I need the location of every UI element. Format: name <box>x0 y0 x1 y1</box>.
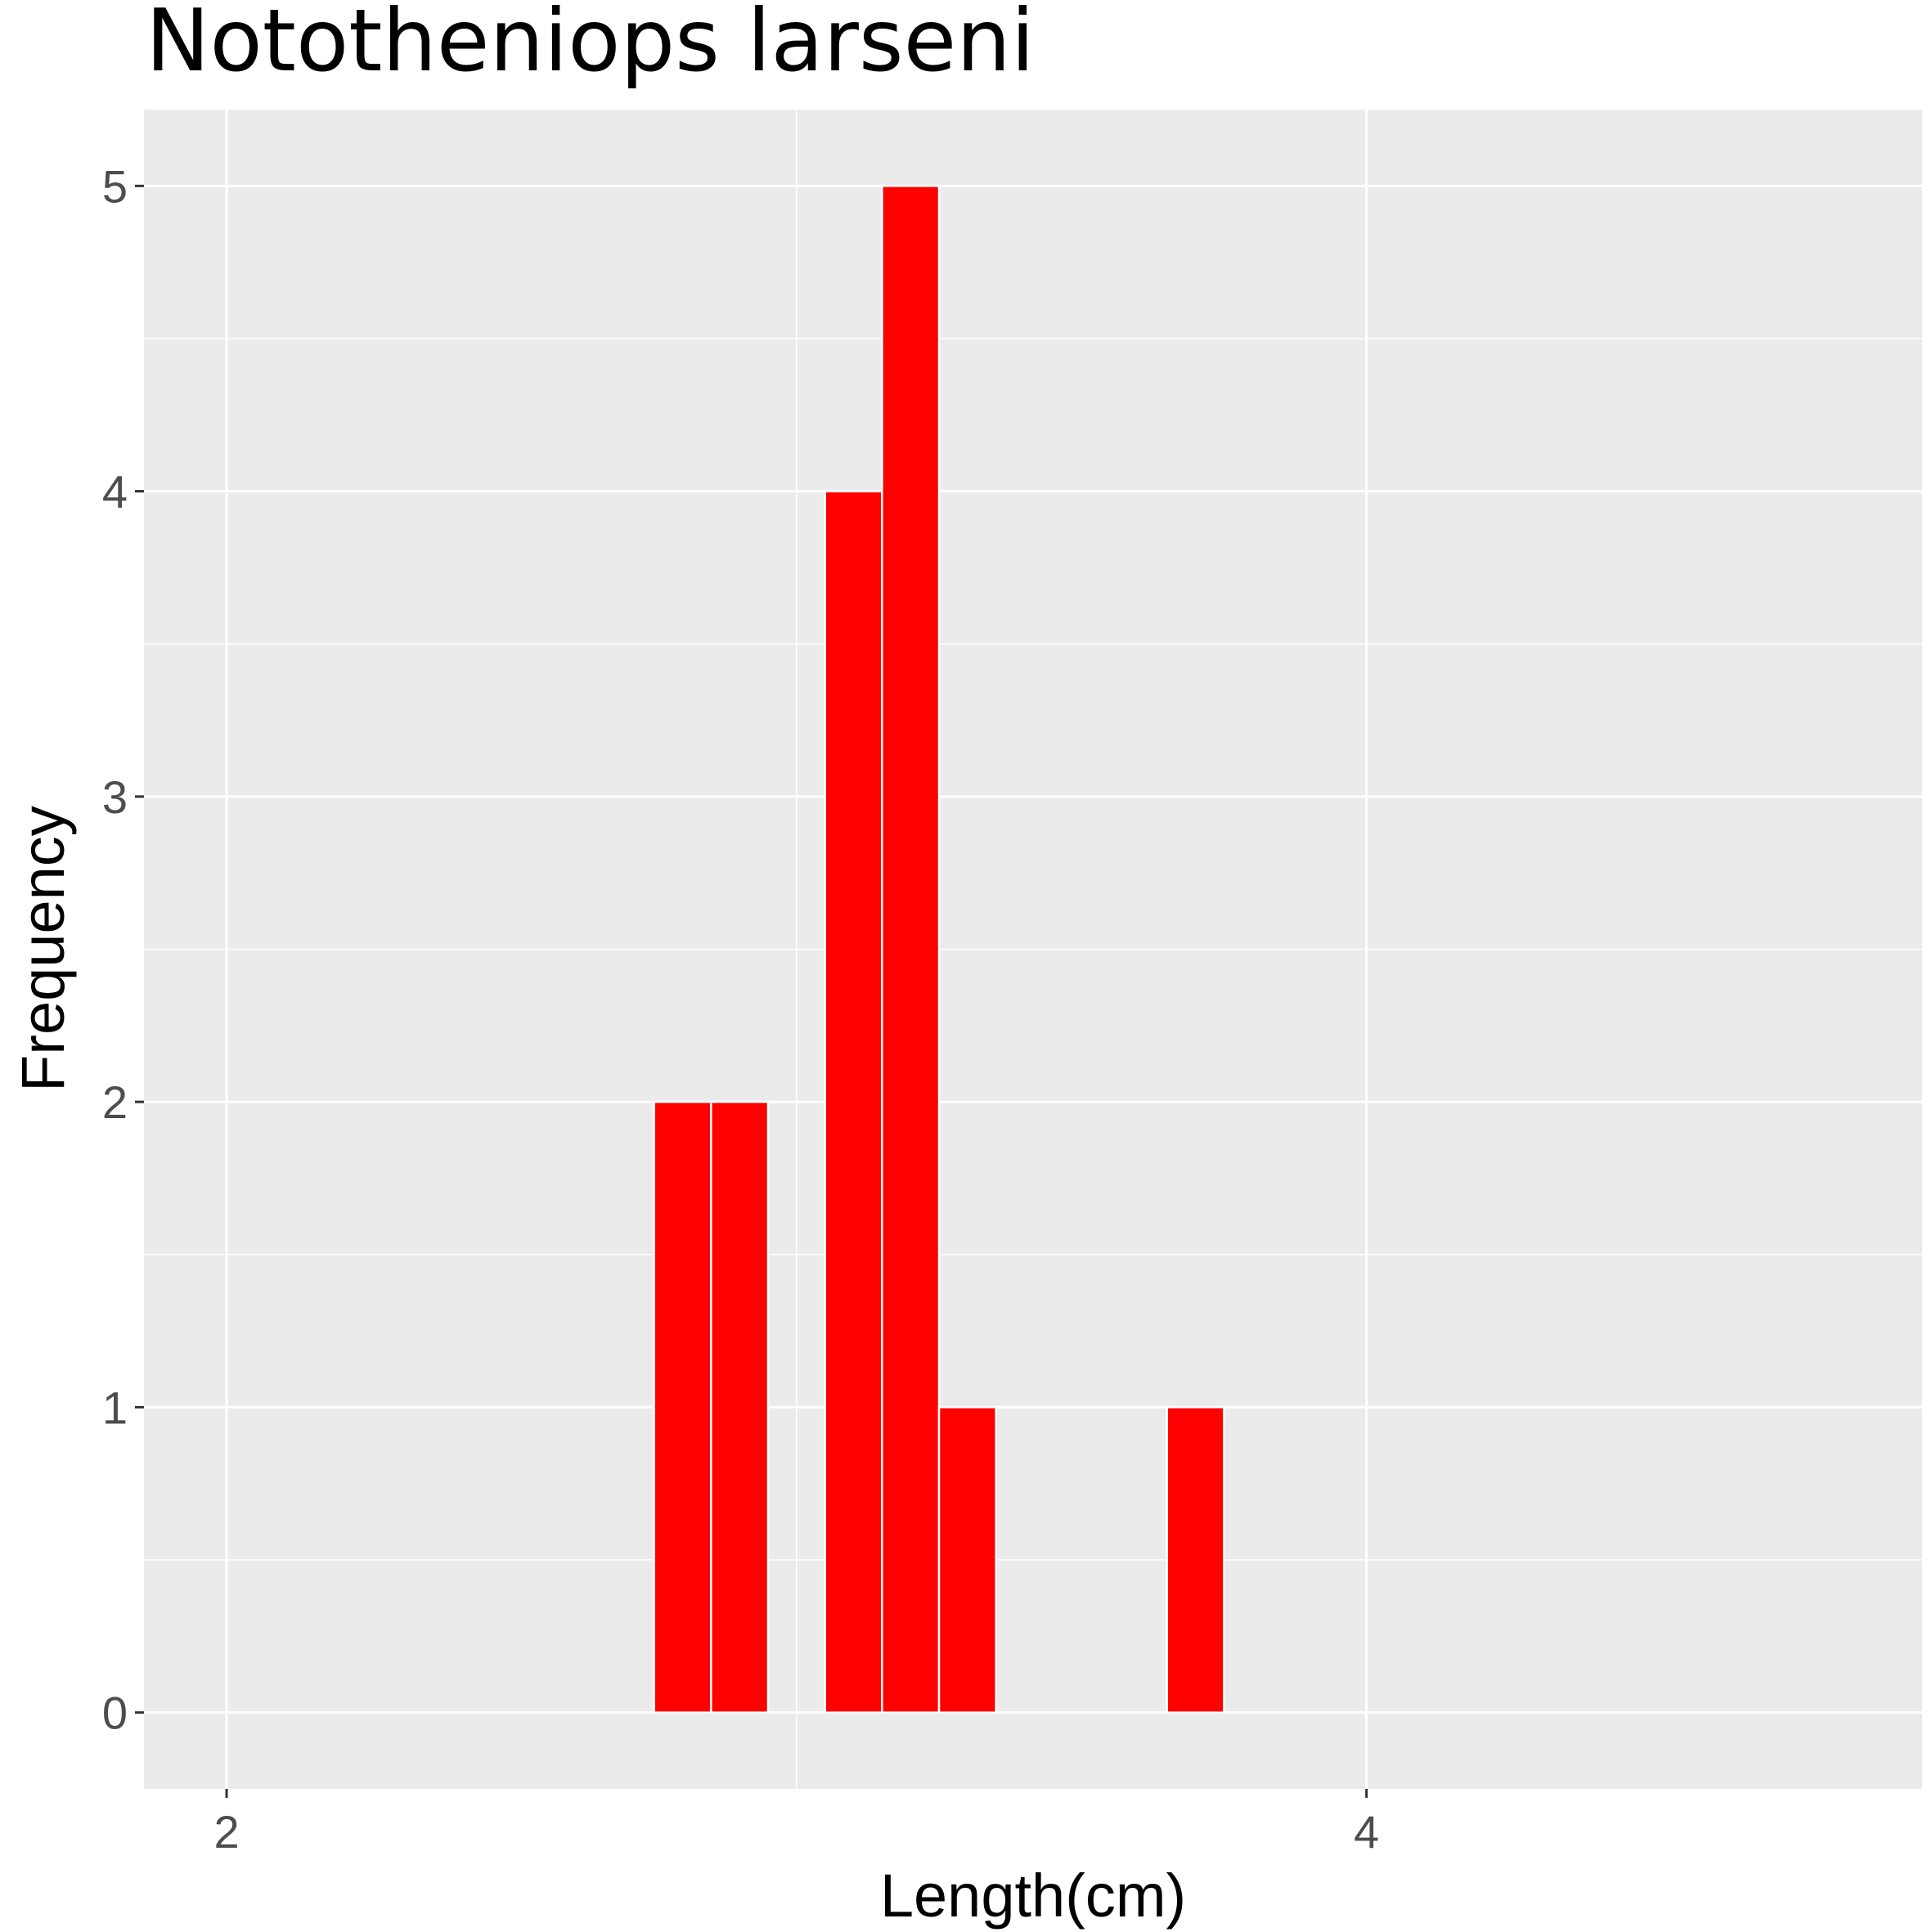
histogram-bar <box>937 1406 997 1714</box>
minor-gridlines <box>144 110 1922 1789</box>
histogram-bar <box>881 185 941 1714</box>
histogram-bar <box>710 1100 770 1714</box>
major-gridlines <box>144 110 1922 1789</box>
y-axis-title: Frequency <box>9 806 77 1092</box>
x-tick-label: 2 <box>213 1806 239 1858</box>
chart-title: Nototheniops larseni <box>146 0 1035 91</box>
y-axis-ticks: 0 1 2 3 4 5 <box>102 160 144 1739</box>
y-tick-label: 3 <box>102 771 128 823</box>
y-tick-label: 1 <box>102 1382 128 1433</box>
histogram-bar <box>824 490 883 1714</box>
histogram-bars <box>653 185 1225 1714</box>
histogram-bar <box>1166 1406 1225 1714</box>
x-tick-label: 4 <box>1354 1806 1379 1858</box>
x-axis-title: Length(cm) <box>880 1862 1186 1930</box>
y-tick-label: 2 <box>102 1076 128 1128</box>
histogram-bar <box>653 1100 712 1714</box>
y-tick-label: 4 <box>102 466 128 518</box>
y-tick-label: 0 <box>102 1687 128 1739</box>
y-tick-label: 5 <box>102 160 128 212</box>
